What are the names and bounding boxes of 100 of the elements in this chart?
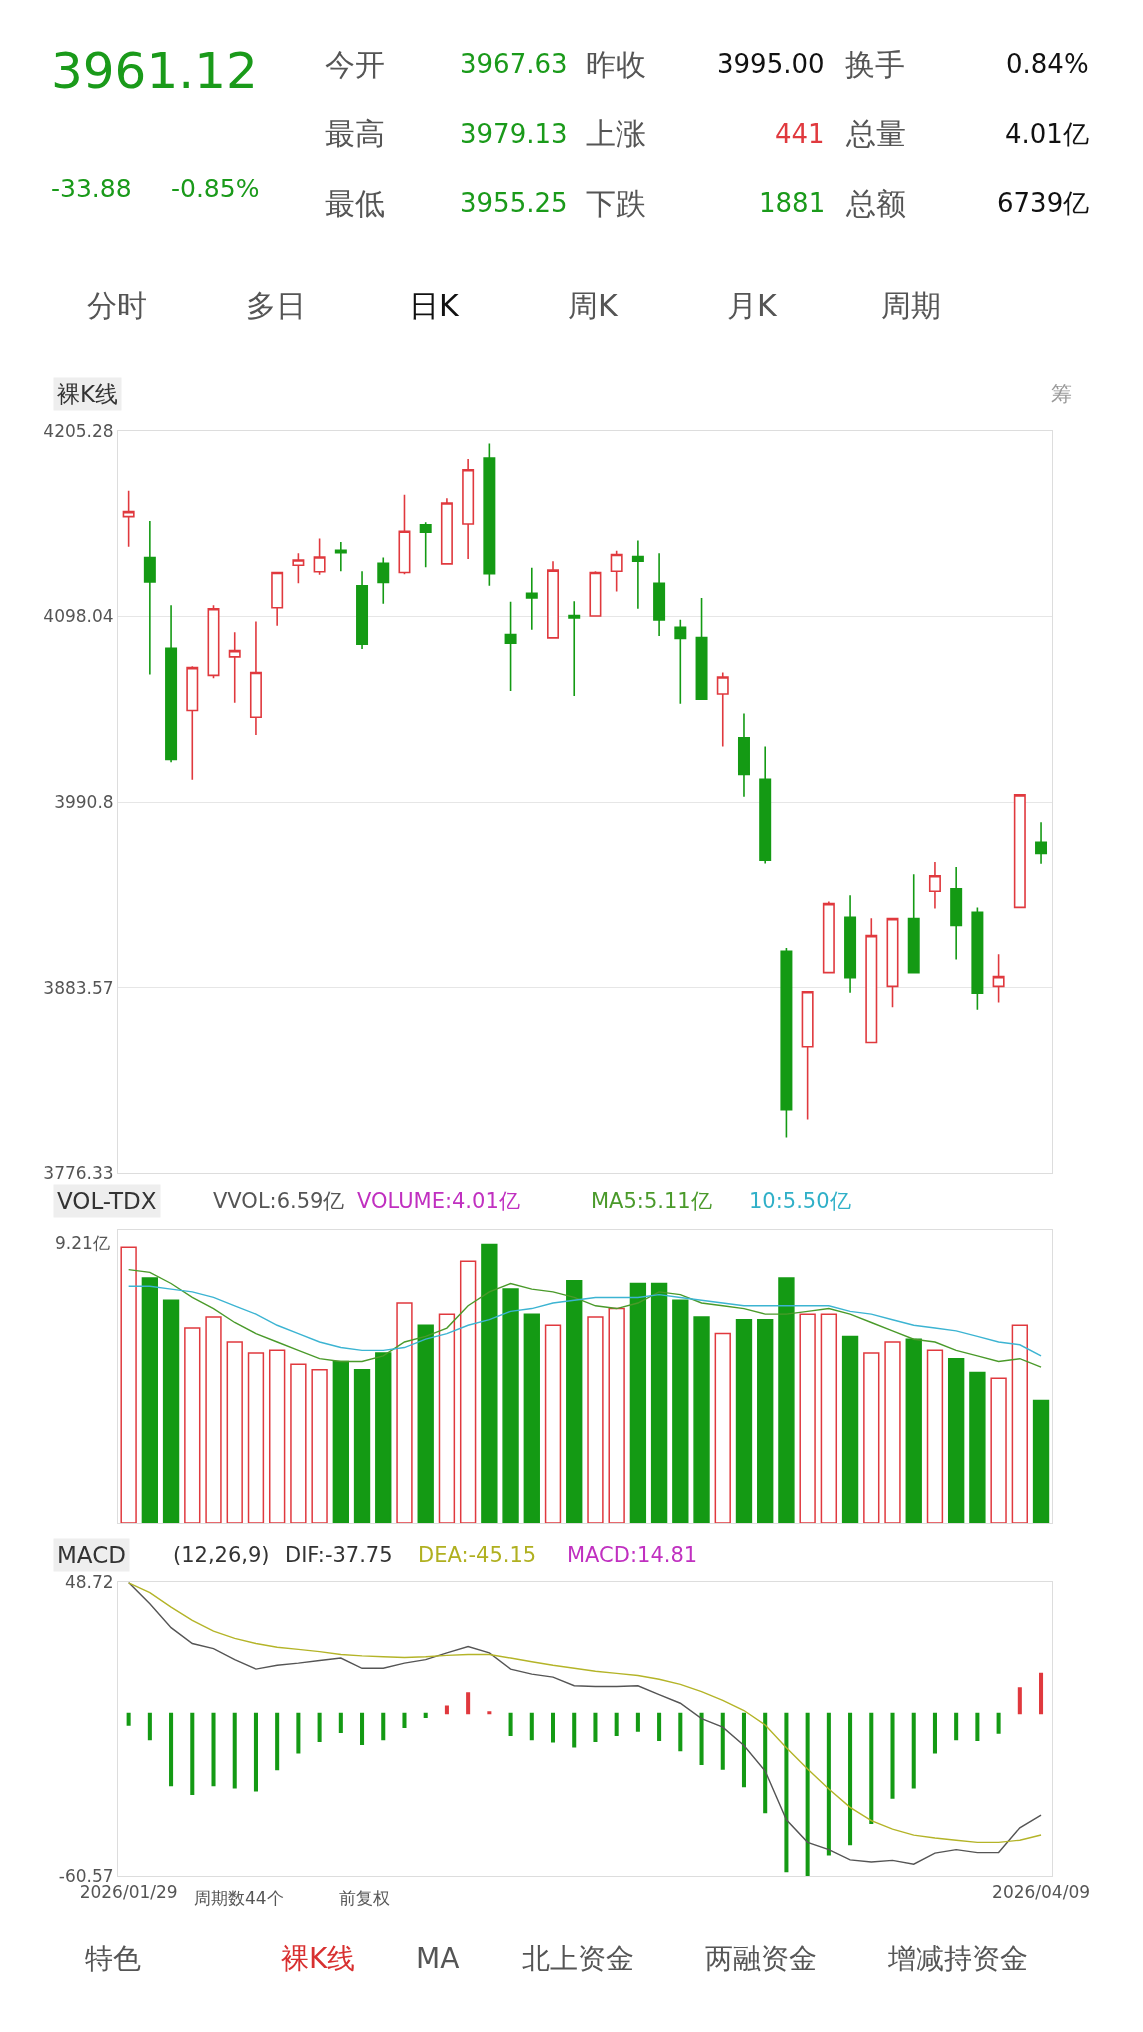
candlestick (568, 600, 581, 697)
text: 周K (568, 288, 619, 323)
y-tick-label: 4098.04 (43, 606, 114, 627)
bar (947, 1357, 965, 1523)
bar (466, 1692, 471, 1715)
candlestick (440, 497, 453, 565)
candlestick (822, 900, 835, 974)
bar (396, 1302, 413, 1523)
candlestick (653, 552, 666, 637)
bar (332, 1360, 349, 1523)
bar (672, 1299, 689, 1523)
bar (508, 1712, 513, 1737)
candlestick (674, 619, 687, 705)
candlestick (334, 541, 347, 572)
bar (714, 1332, 731, 1523)
candlestick (928, 861, 941, 910)
candlestick (589, 570, 602, 617)
bar (226, 1341, 243, 1523)
candlestick (377, 556, 390, 605)
bar (296, 1712, 301, 1754)
bar (572, 1712, 577, 1748)
text: 分时 (87, 288, 147, 323)
candlestick (271, 571, 284, 627)
x-tick-label: 2026/04/09 (992, 1881, 1091, 1902)
bar (884, 1341, 901, 1523)
bar (784, 1712, 789, 1873)
text: 昨收 (586, 47, 646, 82)
bar (275, 1712, 280, 1771)
bar (444, 1705, 449, 1715)
bar (162, 1299, 180, 1523)
text: DIF:-37.75 (285, 1543, 393, 1567)
candlestick (865, 917, 878, 1044)
bar (1011, 1324, 1028, 1523)
text: 0.84% (1006, 49, 1089, 79)
text: 上涨 (586, 116, 646, 151)
bar (890, 1712, 895, 1799)
bar (550, 1712, 556, 1743)
text: 裸K线 (281, 1942, 356, 1975)
bar (311, 1369, 328, 1523)
bar (650, 1282, 668, 1523)
bar (693, 1316, 710, 1523)
text: 10:5.50亿 (749, 1189, 851, 1213)
candlestick (504, 601, 517, 692)
text: 3967.63 (460, 49, 568, 79)
candlestick (1035, 821, 1048, 865)
x-tick-label: 2026/01/29 (79, 1881, 178, 1902)
candlestick (483, 442, 496, 587)
candlestick (398, 493, 411, 575)
bar (990, 1377, 1007, 1523)
candlestick (737, 712, 750, 798)
text: VVOL:6.59亿 (213, 1189, 345, 1213)
y-tick-label: 3990.8 (54, 792, 114, 813)
bar (417, 1324, 434, 1523)
bar (184, 1327, 201, 1523)
bar (1039, 1672, 1044, 1715)
candlestick (759, 745, 772, 865)
bar (120, 1246, 137, 1523)
bar (268, 1349, 286, 1523)
bar (826, 1712, 831, 1856)
chart-title: 裸K线 (57, 381, 119, 407)
text: 特色 (85, 1942, 141, 1975)
candlestick (356, 570, 369, 650)
candlestick (801, 990, 814, 1121)
text: 前复权 (339, 1888, 390, 1908)
text: 多日 (246, 288, 306, 323)
bar (232, 1712, 237, 1789)
bar (190, 1712, 195, 1795)
candlestick (122, 489, 135, 548)
candlestick (716, 671, 729, 748)
bar (147, 1712, 152, 1741)
text: -33.88 (51, 174, 132, 203)
bar (869, 1712, 874, 1824)
bar (629, 1282, 647, 1523)
text: 3995.00 (717, 49, 825, 79)
candlestick (631, 539, 644, 610)
text: 日K (409, 288, 460, 323)
bar (820, 1313, 838, 1523)
text: 总量 (845, 116, 906, 151)
bar (353, 1369, 371, 1523)
text: (12,26,9) (173, 1543, 270, 1567)
candlestick (1013, 794, 1026, 909)
bar (211, 1712, 216, 1787)
candlestick (971, 906, 984, 1011)
candlestick (907, 873, 920, 974)
bar (481, 1243, 498, 1523)
candlestick (186, 665, 199, 781)
text: 最高 (325, 116, 385, 151)
text: 441 (775, 119, 825, 149)
candlestick (844, 894, 857, 994)
bar (253, 1712, 258, 1792)
y-tick-label: 4205.28 (43, 420, 114, 441)
text: 北上资金 (522, 1942, 634, 1975)
bar (205, 1316, 222, 1523)
text: 3979.13 (460, 119, 568, 149)
text: 两融资金 (705, 1942, 817, 1975)
candlestick (462, 458, 475, 560)
bar (169, 1712, 174, 1787)
text: 下跌 (586, 186, 646, 221)
bar (375, 1352, 392, 1523)
candlestick (419, 521, 432, 569)
